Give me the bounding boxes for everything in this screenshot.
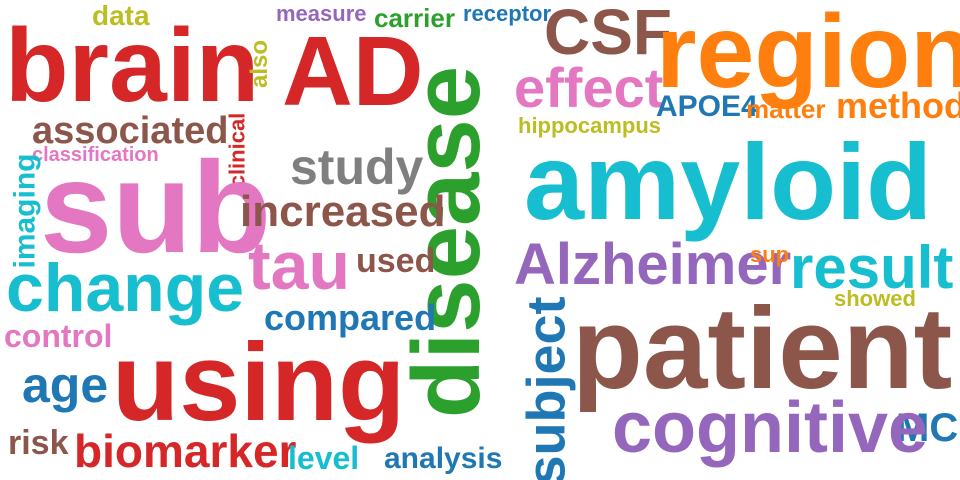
word-amyloid: amyloid — [524, 121, 933, 242]
word-carrier: carrier — [374, 3, 455, 33]
word-matter: matter — [746, 94, 826, 124]
word-method: method — [836, 85, 960, 126]
word-compared: compared — [264, 297, 437, 338]
word-brain: brain — [5, 8, 260, 124]
word-tau: tau — [248, 228, 350, 304]
word-level: level — [288, 440, 360, 476]
word-region: region — [656, 0, 960, 110]
word-classification: classification — [32, 144, 159, 166]
word-control: control — [4, 318, 113, 354]
word-ad: AD — [282, 16, 424, 126]
word-mci: MCI — [896, 406, 960, 450]
word-csf: CSF — [544, 0, 672, 68]
word-risk: risk — [8, 424, 69, 462]
word-alzheimer: Alzheimer — [514, 232, 792, 297]
word-also: also — [246, 39, 274, 89]
word-change: change — [6, 250, 245, 326]
word-apoe4: APOE4 — [656, 90, 758, 123]
word-patient: patient — [572, 283, 953, 413]
word-measure: measure — [276, 1, 367, 26]
word-receptor: receptor — [463, 1, 552, 26]
word-subject: subject — [516, 296, 577, 480]
word-sub: sub — [40, 134, 272, 280]
word-using: using — [112, 321, 406, 444]
word-analysis: analysis — [384, 442, 503, 475]
word-increased: increased — [240, 187, 446, 236]
word-age: age — [22, 357, 109, 413]
word-data: data — [92, 0, 150, 31]
word-used: used — [356, 242, 436, 280]
word-study: study — [290, 139, 424, 195]
word-associated: associated — [32, 110, 229, 152]
word-biomarker: biomarker — [74, 425, 297, 477]
word-hippocampus: hippocampus — [518, 113, 662, 138]
word-result: result — [790, 234, 954, 301]
word-effect: effect — [514, 56, 664, 119]
word-showed: showed — [834, 286, 916, 311]
word-sup: sup — [750, 242, 790, 267]
word-cognitive: cognitive — [612, 388, 929, 468]
